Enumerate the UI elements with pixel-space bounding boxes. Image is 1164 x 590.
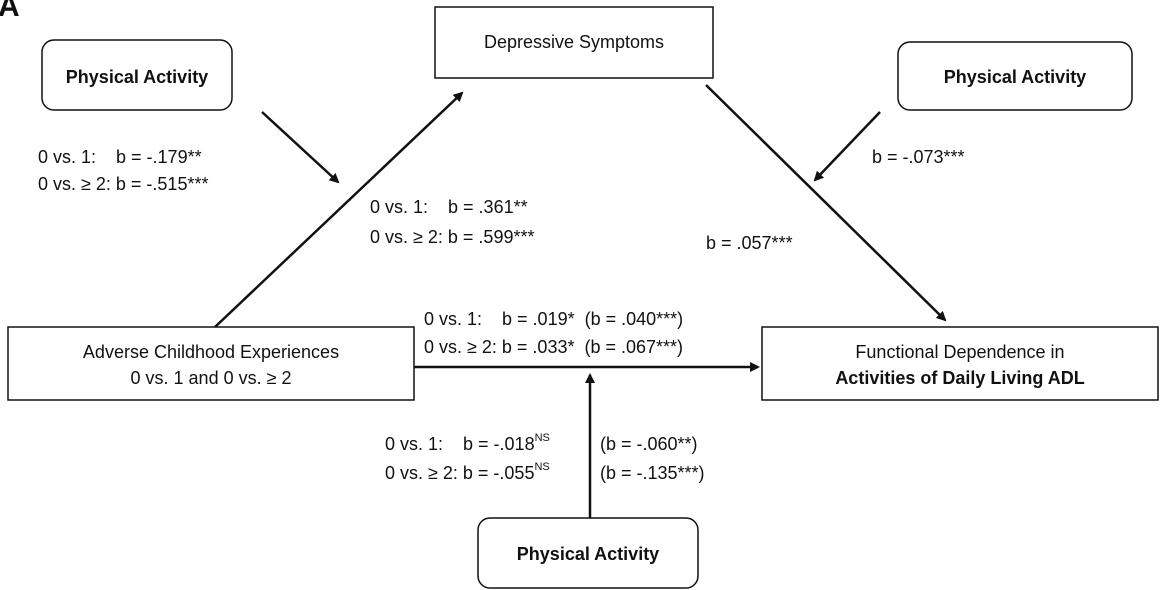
significance: NS: [535, 432, 550, 444]
significance: NS: [534, 461, 549, 473]
edge-label: 0 vs. ≥ 2: b = .033* (b = .067***): [424, 337, 683, 357]
arrow-path-b: [705, 84, 947, 322]
edge-label: 0 vs. 1: b = -.018NS: [385, 432, 550, 454]
edge-label: 0 vs. 1: b = -.179**: [38, 147, 202, 167]
node-box: [897, 41, 1133, 111]
node-label: Depressive Symptoms: [484, 32, 664, 52]
edge-label: b = -.073***: [872, 147, 965, 167]
panel-label: A: [0, 0, 20, 23]
node-label: Adverse Childhood Experiences: [83, 342, 339, 362]
node-box: [477, 517, 699, 589]
arrow-moderation-left: [261, 111, 340, 184]
node-label: Functional Dependence in: [855, 342, 1064, 362]
arrow-path-a: [214, 91, 464, 328]
node-label: Physical Activity: [66, 67, 208, 87]
node-label: Physical Activity: [944, 67, 1086, 87]
edge-label: 0 vs. 1: b = .019* (b = .040***): [424, 309, 683, 329]
edge-label: 0 vs. ≥ 2: b = -.055NS: [385, 461, 550, 483]
direct-effect: 0 vs. 1: b = -.018: [385, 434, 535, 454]
node-box: [41, 39, 233, 111]
node-label: Physical Activity: [517, 544, 659, 564]
total-effect: (b = -.135***): [600, 463, 705, 483]
direct-effect: 0 vs. ≥ 2: b = -.055: [385, 463, 534, 483]
edge-label: b = .057***: [706, 233, 793, 253]
edge-label: 0 vs. ≥ 2: b = .599***: [370, 227, 534, 247]
node-box: [434, 6, 714, 79]
node-box: [7, 326, 415, 401]
node-box: [761, 326, 1159, 401]
node-label: 0 vs. 1 and 0 vs. ≥ 2: [131, 368, 292, 388]
node-label: Activities of Daily Living ADL: [835, 368, 1084, 388]
arrow-moderation-right: [813, 111, 881, 182]
edge-label: 0 vs. ≥ 2: b = -.515***: [38, 174, 208, 194]
total-effect: (b = -.060**): [600, 434, 698, 454]
edge-label: 0 vs. 1: b = .361**: [370, 197, 528, 217]
